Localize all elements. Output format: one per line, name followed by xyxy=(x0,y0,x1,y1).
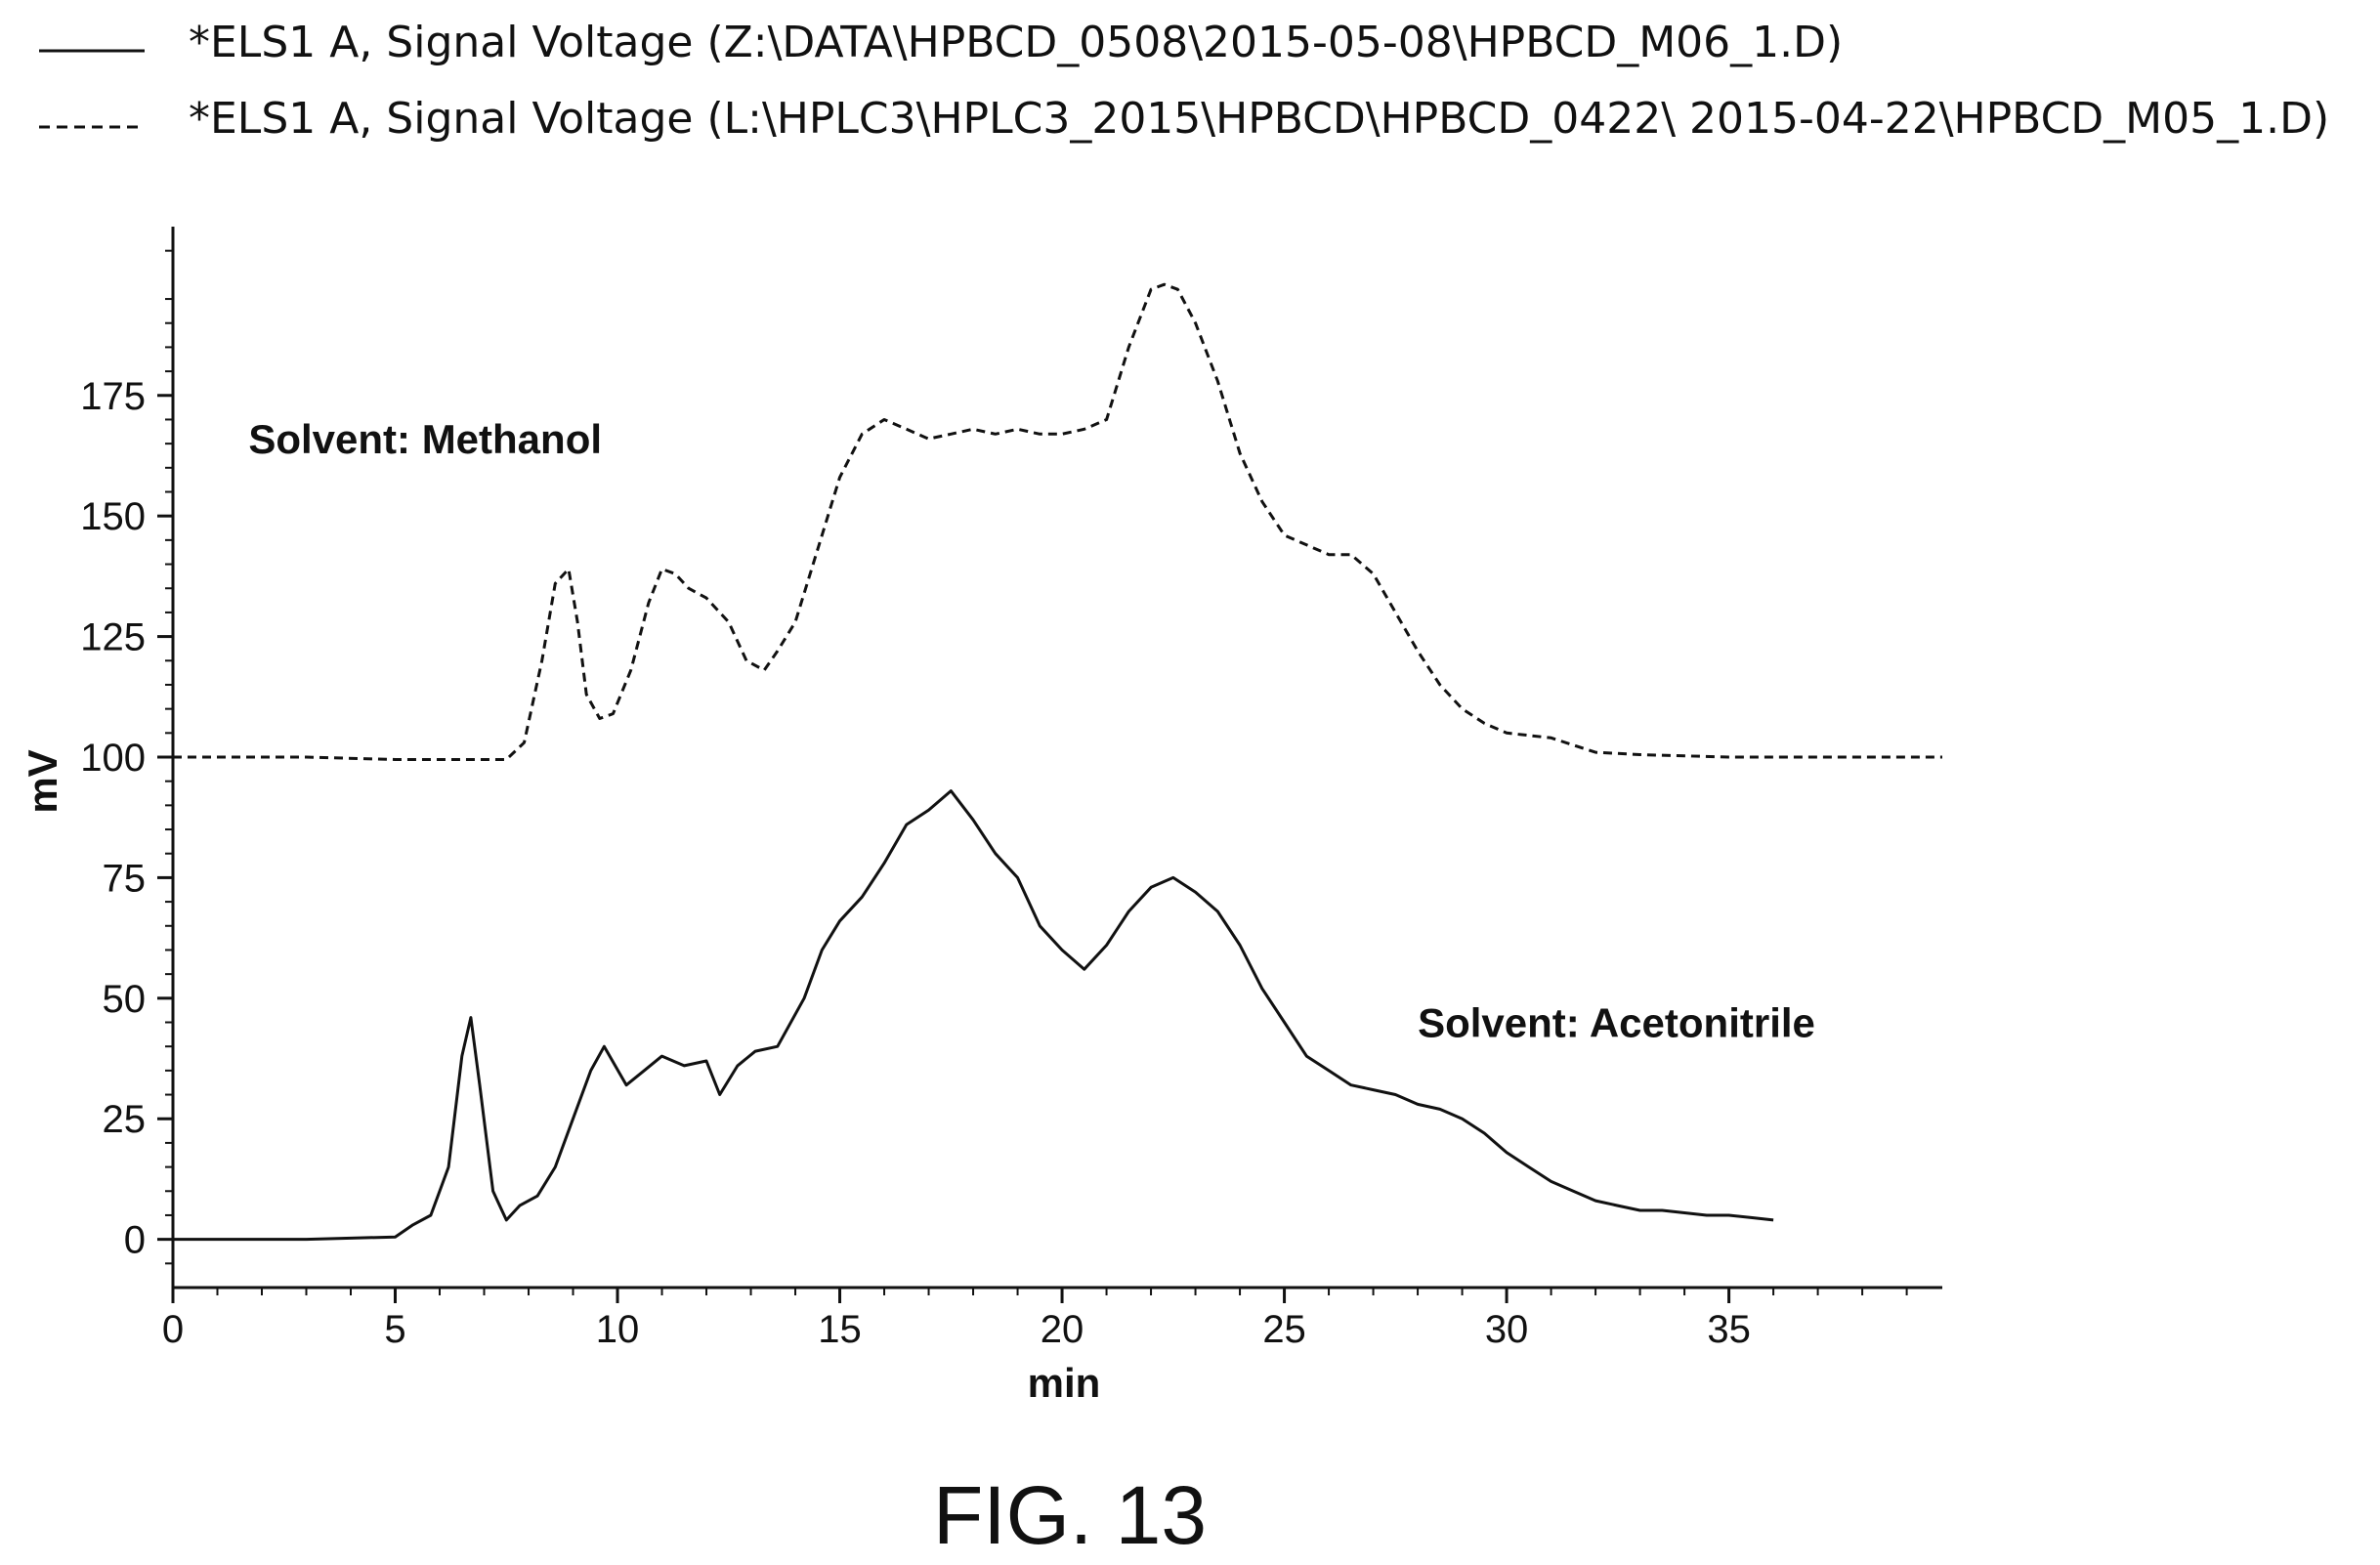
y-tick-label: 175 xyxy=(80,375,146,418)
annotation-layer: Solvent: Methanol Solvent: Acetonitrile xyxy=(248,416,1815,1045)
annotation-label: Solvent: Methanol xyxy=(248,416,602,462)
x-minor-ticks xyxy=(216,1288,1908,1295)
x-tick-label: 35 xyxy=(1707,1308,1751,1351)
y-tick-label: 0 xyxy=(124,1219,146,1262)
y-tick-label: 125 xyxy=(80,616,146,659)
series-layer xyxy=(173,282,1942,1242)
x-tick-label: 25 xyxy=(1262,1308,1306,1351)
x-tick-label: 30 xyxy=(1485,1308,1529,1351)
y-tick-label: 50 xyxy=(103,978,147,1021)
x-tick-label: 10 xyxy=(596,1308,640,1351)
figure-label: FIG. 13 xyxy=(933,1469,1207,1561)
y-axis-title: mV xyxy=(20,749,65,813)
y-tick-label: 100 xyxy=(80,737,146,780)
y-tick-label: 75 xyxy=(103,857,147,900)
x-tick-label: 5 xyxy=(384,1308,405,1351)
x-ticks: 0 5 10 15 20 25 30 35 xyxy=(162,1288,1751,1351)
y-ticks: 0 25 50 75 100 125 150 175 xyxy=(80,375,173,1262)
y-tick-label: 25 xyxy=(103,1098,147,1141)
legend-entry-dashed: *ELS1 A, Signal Voltage (L:\HPLC3\HPLC3_… xyxy=(189,94,2329,144)
legend-entry-solid: *ELS1 A, Signal Voltage (Z:\DATA\HPBCD_0… xyxy=(189,18,1843,67)
series-line-dashed xyxy=(173,282,1942,761)
x-tick-label: 20 xyxy=(1041,1308,1084,1351)
x-axis-title: min xyxy=(1028,1360,1101,1406)
series-line-solid xyxy=(173,789,1774,1242)
x-tick-label: 0 xyxy=(162,1308,184,1351)
x-tick-label: 15 xyxy=(818,1308,862,1351)
axes: 0 25 50 75 100 125 150 175 0 5 10 15 20 25 30 35 mV mi… xyxy=(20,227,1942,1406)
annotation-label: Solvent: Acetonitrile xyxy=(1418,999,1815,1045)
y-minor-ticks xyxy=(165,249,173,1265)
y-tick-label: 150 xyxy=(80,495,146,538)
legend: *ELS1 A, Signal Voltage (Z:\DATA\HPBCD_0… xyxy=(39,18,2329,144)
